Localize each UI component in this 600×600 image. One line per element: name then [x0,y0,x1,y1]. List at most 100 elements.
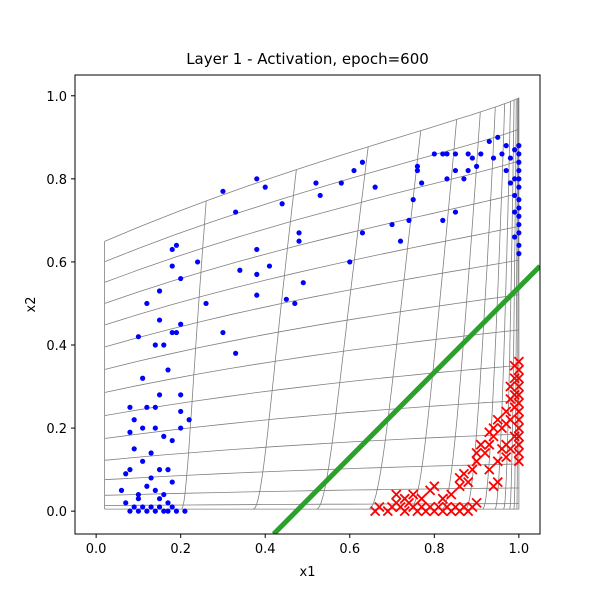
class-1-point [467,464,478,475]
class-1-point [492,476,503,488]
mesh-line [316,146,369,510]
class-0-point [414,167,421,174]
class-0-point [169,479,175,485]
class-0-point [148,450,154,456]
mesh-line [104,192,519,304]
class-1-point [484,439,495,450]
class-0-point [452,167,459,174]
class-0-point [140,458,146,464]
class-0-point [469,155,475,161]
class-0-point [148,504,154,510]
x-tick-label: 0.6 [339,542,360,557]
class-1-point [471,447,482,459]
y-axis-label: x2 [24,297,39,313]
class-0-point [465,151,471,157]
class-0-point [152,425,158,431]
class-0-point [135,334,142,340]
class-1-point [509,431,520,442]
class-1-point [492,414,503,425]
class-0-point [156,467,163,473]
class-0-point [516,251,522,257]
class-1-point [391,489,402,500]
class-1-point [454,481,465,492]
class-0-point [178,425,184,431]
class-1-point [509,373,520,384]
class-0-point [300,280,306,286]
class-0-point [507,155,514,161]
class-0-point [169,263,175,269]
class-0-point [178,321,184,327]
class-1-point [513,373,525,384]
mesh-line [104,97,520,242]
class-1-point [513,414,525,425]
x-tick-label: 0.2 [170,542,191,557]
mesh-line [410,119,458,510]
class-0-point [144,404,150,410]
class-0-point [397,238,404,244]
class-1-point [446,489,457,500]
class-0-point [169,329,175,336]
class-1-point [479,447,491,459]
class-0-point [237,267,243,273]
class-1-point [475,439,486,450]
class-0-point [444,151,450,157]
class-0-point [254,292,260,298]
class-0-point [431,151,437,157]
class-1-point [513,406,525,417]
class-0-point [296,230,302,236]
class-1-point [513,422,525,434]
class-0-point [135,496,142,502]
class-1-points [369,356,525,517]
class-1-point [484,464,495,475]
class-1-point [505,443,516,454]
class-0-point [490,155,497,161]
mesh-line [104,294,520,370]
class-0-point [127,404,133,410]
class-0-point [440,217,446,223]
class-0-point [161,491,167,498]
class-0-point [516,159,522,165]
class-0-point [292,300,298,307]
class-0-point [516,184,522,190]
class-0-point [516,221,522,228]
mesh-line [104,160,519,283]
class-0-point [359,230,366,236]
class-0-point [148,475,154,481]
class-0-point [516,167,522,174]
class-0-point [152,487,158,493]
mesh-line [104,365,519,416]
class-0-point [338,180,344,186]
class-0-point [140,375,146,381]
class-0-point [152,508,158,514]
class-0-point [173,329,180,336]
class-0-point [165,508,171,514]
mesh-line [104,433,519,461]
class-0-point [507,180,514,186]
class-0-point [127,508,133,514]
class-1-point [471,497,482,508]
class-0-point [516,197,522,203]
class-0-point [473,163,480,169]
class-0-point [173,508,180,514]
class-0-point [140,425,146,431]
class-0-point [131,417,137,423]
class-0-point [156,317,163,323]
plot-frame [74,74,541,535]
class-0-point [165,367,171,373]
class-0-point [233,209,239,215]
class-1-point [471,456,482,467]
class-1-point [501,406,512,417]
class-0-point [444,176,450,182]
class-0-point [131,504,137,510]
class-0-point [161,342,167,348]
class-0-point [486,138,492,145]
class-1-point [513,356,525,367]
class-0-point [220,329,226,336]
class-0-point [165,500,171,506]
class-0-point [452,209,459,215]
class-0-point [161,508,167,514]
class-1-point [501,452,512,463]
class-0-point [478,151,484,157]
class-0-point [123,500,129,506]
